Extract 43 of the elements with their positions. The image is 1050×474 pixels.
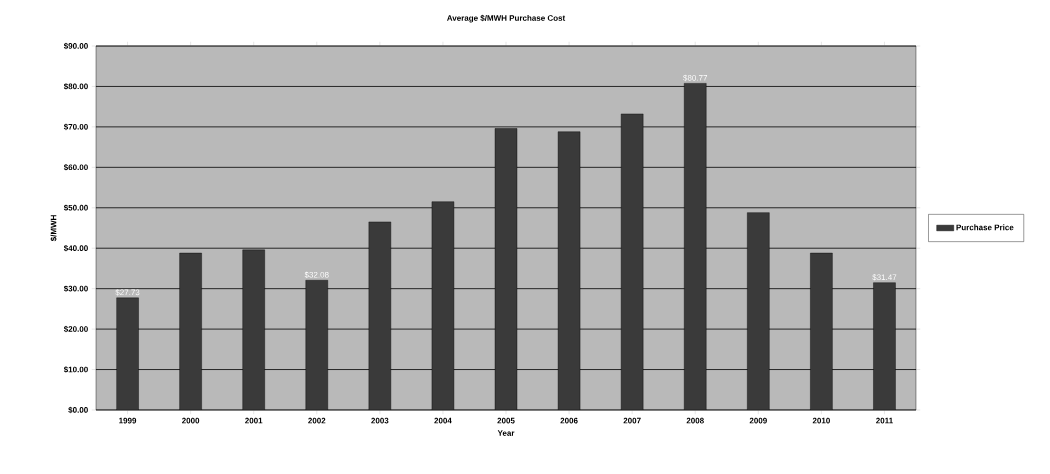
y-tick-label: $50.00 [63,204,88,212]
y-tick-label: $10.00 [63,366,88,373]
bar [368,221,392,410]
y-tick-label: $80.00 [63,83,88,90]
x-axis-title: Year [497,430,515,436]
bar [305,280,328,410]
bar [684,83,707,410]
x-tick-label: 2005 [497,417,515,424]
y-tick-label: $60.00 [63,164,88,171]
y-tick-label: $0.00 [68,406,88,414]
bar [179,252,202,410]
bar [620,113,644,410]
x-tick-label: 2004 [434,417,452,424]
bar [810,252,833,410]
x-tick-label: 2007 [623,417,641,424]
y-tick-label: $30.00 [63,285,88,292]
bar [747,212,770,410]
bar [873,282,896,410]
x-tick-label: 2001 [245,417,263,424]
bar [116,297,139,410]
legend-label: Purchase Price [956,224,1014,231]
x-tick-label: 2011 [876,417,893,424]
x-tick-label: 1999 [119,417,137,424]
bar [242,249,265,410]
y-tick-label: $40.00 [63,244,88,252]
x-tick-label: 2006 [560,417,578,424]
bar [494,128,518,410]
data-label: $32.08 [304,271,329,279]
x-tick-label: 2003 [371,417,389,424]
bar [431,201,455,410]
x-tick-label: 2010 [812,417,830,424]
x-tick-label: 2008 [686,417,704,424]
x-tick-label: 2009 [749,417,767,424]
y-tick-label: $70.00 [63,123,88,131]
y-tick-label: $20.00 [63,325,88,333]
x-tick-label: 2002 [308,417,326,424]
x-tick-label: 2000 [182,417,200,424]
bar [557,131,581,410]
data-label: $80.77 [683,74,708,82]
chart-title: Average $/MWH Purchase Cost [447,14,566,23]
y-axis-title: $/MWH [50,215,57,242]
data-label: $31.47 [872,274,897,281]
y-tick-label: $90.00 [63,42,88,50]
